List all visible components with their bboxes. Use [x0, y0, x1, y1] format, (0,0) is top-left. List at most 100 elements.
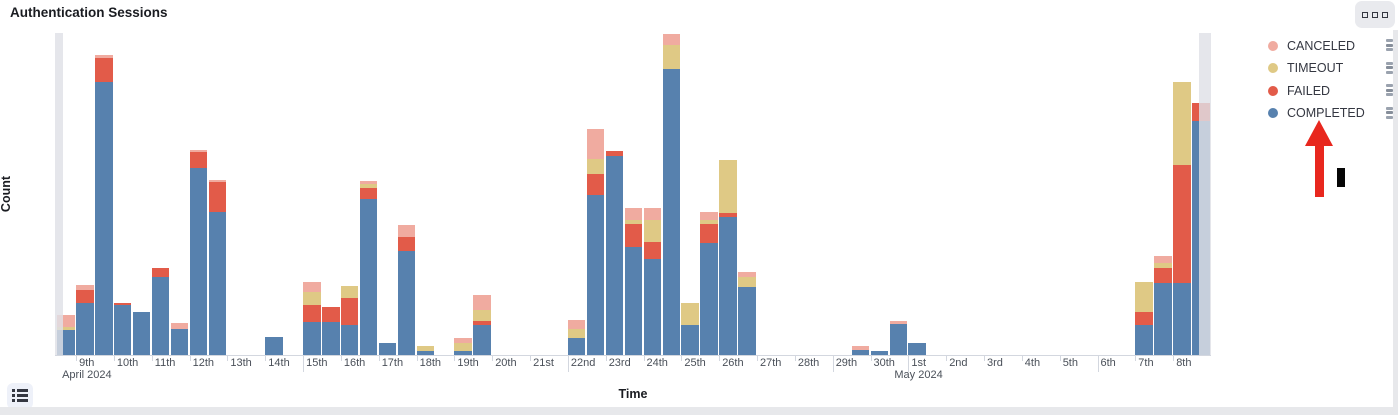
bar-segment-canceled[interactable]: [76, 285, 94, 290]
bar-segment-timeout[interactable]: [624, 220, 643, 224]
bar-segment-canceled[interactable]: [208, 180, 226, 182]
chart-plot-area[interactable]: [55, 33, 1211, 355]
bar-segment-timeout[interactable]: [454, 343, 472, 351]
bar-segment-failed[interactable]: [1173, 165, 1191, 283]
bar-segment-completed[interactable]: [870, 351, 888, 355]
bar-segment-failed[interactable]: [643, 242, 662, 259]
bar-segment-canceled[interactable]: [303, 282, 321, 292]
bar-segment-completed[interactable]: [378, 343, 397, 355]
bar-segment-completed[interactable]: [322, 322, 340, 355]
bar-segment-failed[interactable]: [700, 224, 718, 243]
bar-segment-completed[interactable]: [416, 351, 435, 355]
bar-segment-completed[interactable]: [889, 324, 907, 355]
bar-segment-canceled[interactable]: [889, 321, 907, 324]
bar-segment-canceled[interactable]: [473, 295, 491, 310]
bar-segment-failed[interactable]: [473, 321, 491, 325]
bar-segment-canceled[interactable]: [1154, 256, 1172, 263]
bar-segment-canceled[interactable]: [643, 208, 662, 220]
bar-segment-completed[interactable]: [151, 277, 170, 355]
bar-segment-completed[interactable]: [624, 247, 643, 355]
bar-segment-completed[interactable]: [662, 69, 680, 355]
bar-segment-timeout[interactable]: [586, 159, 605, 174]
bar-segment-failed[interactable]: [208, 182, 226, 212]
bar-segment-completed[interactable]: [454, 351, 472, 355]
bar-segment-canceled[interactable]: [851, 346, 870, 350]
grab-handle-icon[interactable]: [1386, 39, 1394, 51]
bar-segment-canceled[interactable]: [700, 212, 718, 220]
bar-segment-completed[interactable]: [1154, 283, 1172, 355]
grab-handle-icon[interactable]: [1386, 106, 1394, 119]
bar-segment-canceled[interactable]: [738, 272, 756, 277]
bar-segment-completed[interactable]: [1173, 283, 1191, 355]
bar-segment-timeout[interactable]: [359, 184, 378, 188]
bar-segment-timeout[interactable]: [567, 329, 586, 338]
bar-segment-completed[interactable]: [586, 195, 605, 355]
bar-segment-canceled[interactable]: [586, 129, 605, 159]
bar-segment-completed[interactable]: [132, 312, 151, 355]
bar-segment-completed[interactable]: [681, 325, 699, 355]
bar-segment-failed[interactable]: [95, 58, 113, 82]
bar-segment-completed[interactable]: [359, 199, 378, 355]
bar-segment-timeout[interactable]: [738, 277, 756, 287]
bar-segment-completed[interactable]: [76, 303, 94, 355]
bar-segment-timeout[interactable]: [1135, 282, 1153, 312]
bar-segment-completed[interactable]: [265, 337, 283, 355]
bar-segment-completed[interactable]: [719, 217, 737, 355]
legend-item-canceled[interactable]: CANCELED: [1268, 37, 1394, 54]
grab-handle-icon[interactable]: [1386, 84, 1394, 96]
legend-item-timeout[interactable]: TIMEOUT: [1268, 60, 1394, 77]
bar-segment-timeout[interactable]: [416, 346, 435, 351]
bar-segment-failed[interactable]: [605, 151, 624, 156]
legend-toggle-button[interactable]: [7, 383, 33, 409]
bar-segment-timeout[interactable]: [303, 292, 321, 305]
bar-segment-completed[interactable]: [605, 156, 624, 355]
bar-segment-failed[interactable]: [76, 290, 94, 303]
bar-segment-timeout[interactable]: [662, 45, 680, 69]
bar-segment-canceled[interactable]: [189, 150, 208, 152]
bar-segment-timeout[interactable]: [643, 220, 662, 242]
bar-segment-timeout[interactable]: [681, 303, 699, 325]
bar-segment-failed[interactable]: [359, 188, 378, 199]
bar-segment-completed[interactable]: [208, 212, 226, 355]
bar-segment-completed[interactable]: [340, 325, 359, 355]
bar-segment-completed[interactable]: [397, 251, 416, 355]
bar-segment-completed[interactable]: [908, 343, 926, 355]
bar-segment-canceled[interactable]: [624, 208, 643, 220]
bar-segment-canceled[interactable]: [397, 225, 416, 237]
bar-segment-completed[interactable]: [700, 243, 718, 355]
bar-segment-failed[interactable]: [397, 237, 416, 251]
bar-segment-failed[interactable]: [340, 298, 359, 325]
bar-segment-completed[interactable]: [303, 322, 321, 355]
bar-segment-failed[interactable]: [151, 268, 170, 277]
bar-segment-completed[interactable]: [189, 168, 208, 355]
bar-segment-canceled[interactable]: [95, 55, 113, 58]
bar-segment-timeout[interactable]: [1154, 263, 1172, 268]
bar-segment-failed[interactable]: [189, 152, 208, 168]
bar-segment-timeout[interactable]: [57, 327, 75, 330]
bar-segment-timeout[interactable]: [719, 160, 737, 213]
legend-item-failed[interactable]: FAILED: [1268, 82, 1394, 99]
bar-segment-failed[interactable]: [303, 305, 321, 322]
bar-segment-canceled[interactable]: [567, 320, 586, 329]
bar-segment-canceled[interactable]: [170, 323, 189, 329]
bar-segment-completed[interactable]: [113, 305, 132, 355]
bar-segment-failed[interactable]: [719, 213, 737, 217]
bar-segment-failed[interactable]: [624, 224, 643, 247]
horizontal-scrollbar[interactable]: [0, 407, 1398, 415]
bar-segment-completed[interactable]: [170, 329, 189, 355]
bar-segment-timeout[interactable]: [340, 286, 359, 298]
bar-segment-canceled[interactable]: [454, 338, 472, 343]
bar-segment-completed[interactable]: [643, 259, 662, 355]
bar-segment-completed[interactable]: [567, 338, 586, 355]
grab-handle-icon[interactable]: [1386, 61, 1394, 74]
legend-item-completed[interactable]: COMPLETED: [1268, 105, 1394, 122]
bar-segment-failed[interactable]: [586, 174, 605, 195]
bar-segment-completed[interactable]: [851, 350, 870, 355]
bar-segment-failed[interactable]: [322, 307, 340, 322]
bar-segment-completed[interactable]: [738, 287, 756, 355]
bar-segment-canceled[interactable]: [662, 34, 680, 45]
bar-segment-completed[interactable]: [95, 82, 113, 355]
panel-options-button[interactable]: [1355, 1, 1395, 28]
bar-segment-timeout[interactable]: [473, 310, 491, 321]
bar-segment-canceled[interactable]: [359, 181, 378, 184]
